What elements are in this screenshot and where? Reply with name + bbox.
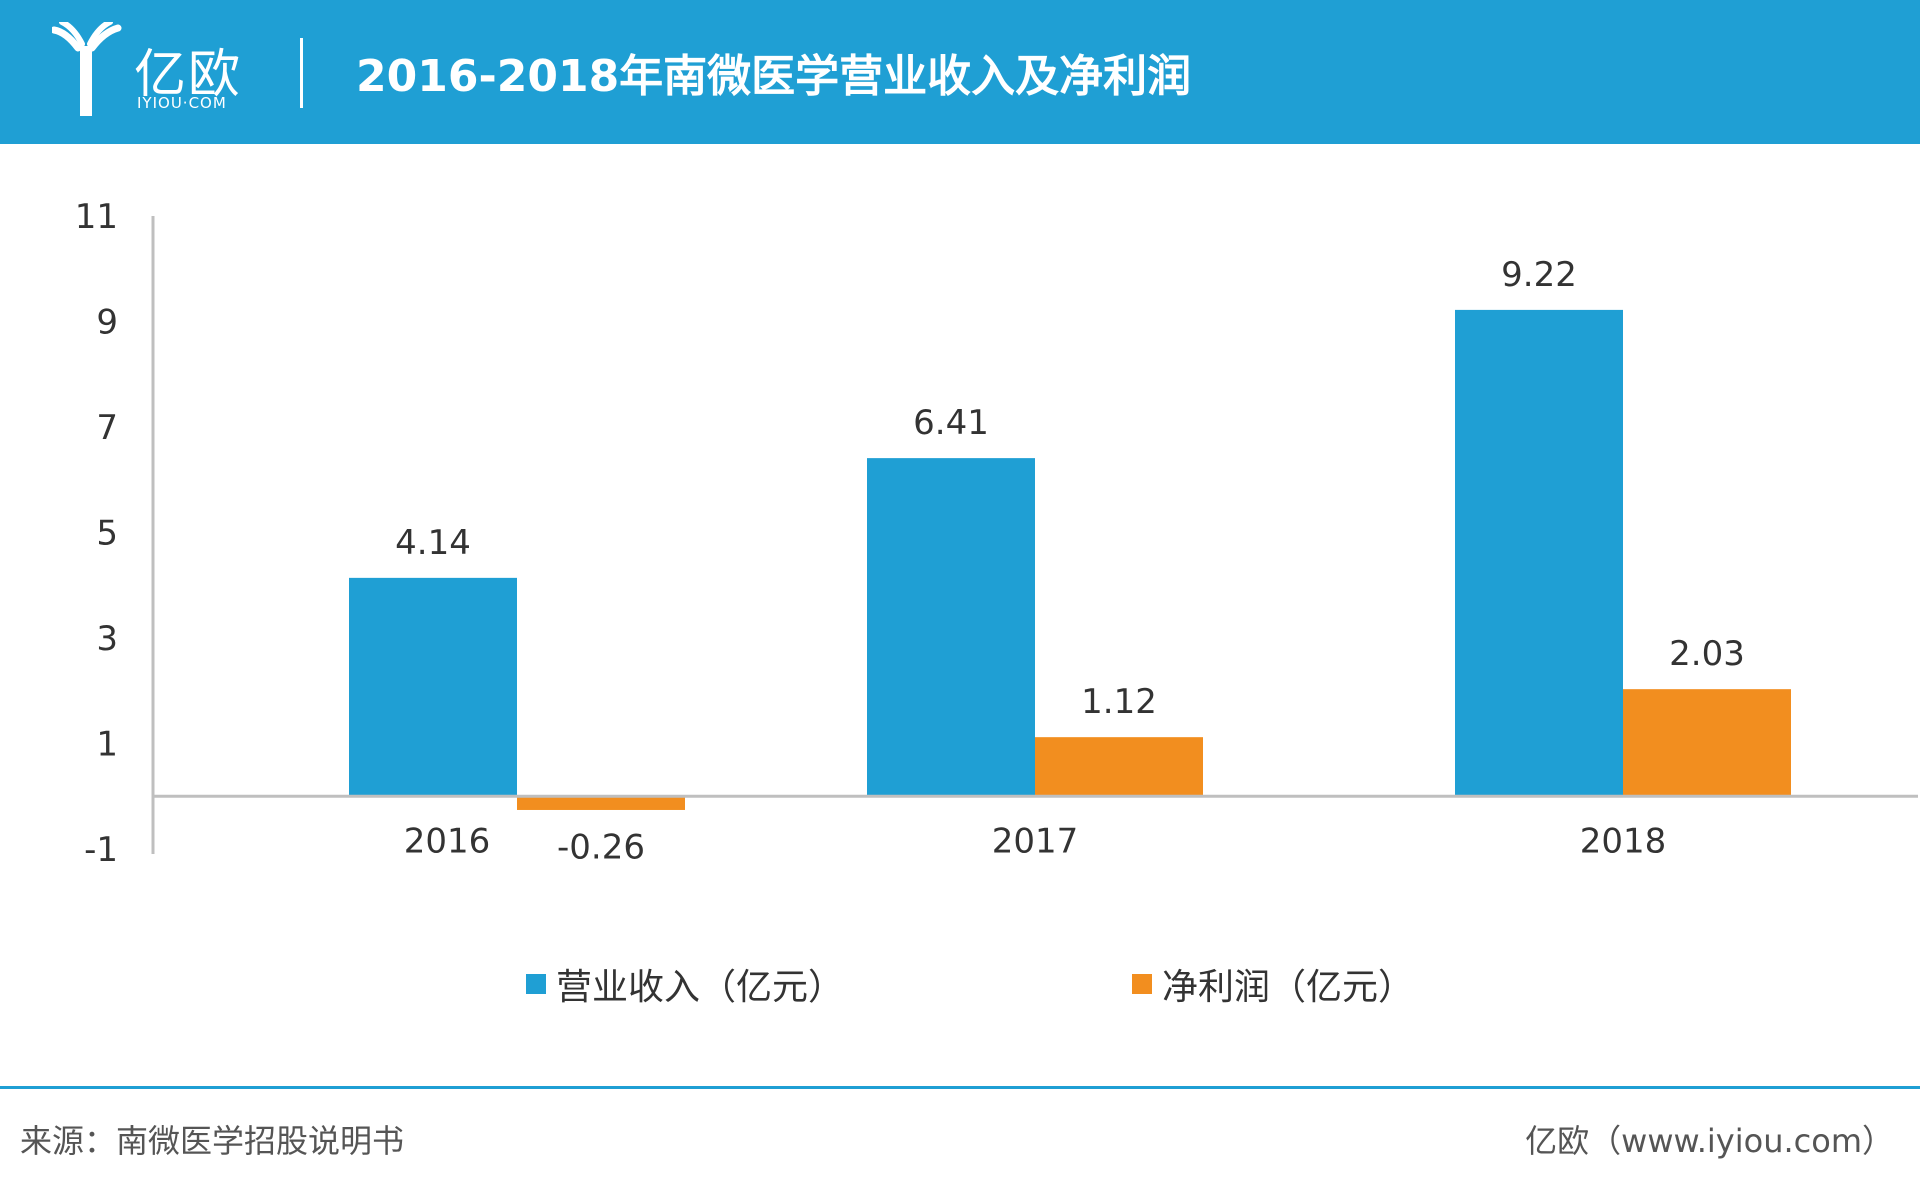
y-tick-label: 3	[96, 619, 118, 659]
data-label: 9.22	[1501, 255, 1577, 295]
legend-label-profit: 净利润（亿元）	[1162, 967, 1415, 1008]
source-note: 来源：南微医学招股说明书	[20, 1122, 405, 1160]
credit-note: 亿欧（www.iyiou.com）	[1525, 1122, 1894, 1160]
data-label: 6.41	[913, 403, 989, 443]
logo-text-cn: 亿欧	[134, 45, 243, 105]
y-tick-label: -1	[84, 830, 118, 870]
x-category-label: 2017	[992, 821, 1079, 861]
y-tick-label: 1	[96, 725, 118, 765]
footer-divider	[0, 1086, 1920, 1089]
y-tick-label: 11	[75, 197, 118, 237]
bar-revenue-2016	[349, 577, 517, 797]
bar-profit-2016	[517, 796, 685, 810]
chart-title: 2016-2018年南微医学营业收入及净利润	[356, 51, 1192, 102]
bar-profit-2018	[1623, 689, 1791, 797]
bar-profit-2017	[1035, 737, 1203, 797]
x-category-label: 2016	[404, 821, 491, 861]
bar-revenue-2017	[867, 458, 1035, 797]
legend-item-profit: 净利润（亿元）	[1132, 958, 1414, 1010]
legend-swatch-revenue	[526, 974, 546, 994]
header-banner: 亿欧 IYIOU·COM 2016-2018年南微医学营业收入及净利润	[0, 0, 1920, 144]
y-tick-label: 7	[96, 408, 118, 448]
legend-label-revenue: 营业收入（亿元）	[556, 967, 845, 1008]
y-tick-label: 5	[96, 514, 118, 554]
data-label: 4.14	[395, 523, 471, 563]
header-divider	[300, 38, 303, 108]
data-label: -0.26	[557, 827, 645, 867]
data-label: 2.03	[1669, 634, 1745, 674]
data-label: 1.12	[1081, 682, 1157, 722]
bar-revenue-2018	[1455, 309, 1623, 797]
brand-logo: 亿欧 IYIOU·COM	[50, 19, 262, 122]
logo-icon	[50, 19, 122, 116]
legend-swatch-profit	[1132, 974, 1152, 994]
legend-item-revenue: 营业收入（亿元）	[526, 958, 844, 1010]
y-tick-label: 9	[96, 303, 118, 343]
bar-chart: 11 9 7 5 3 1 -1 4.14 6.41 9.22 -0.26 1.12 2.03 2016 20…	[75, 197, 1918, 870]
x-category-label: 2018	[1580, 821, 1667, 861]
logo-text-en: IYIOU·COM	[137, 94, 227, 112]
